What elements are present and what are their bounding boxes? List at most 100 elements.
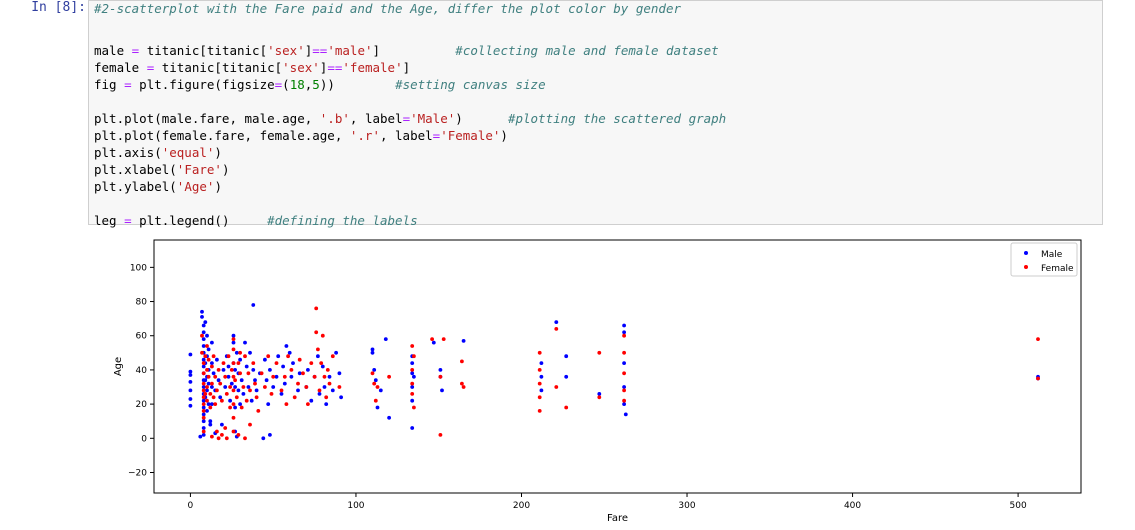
male-point (248, 350, 252, 355)
y-axis-label: Age (113, 357, 124, 376)
code-token: 'sex' (282, 60, 320, 75)
code-token: = (124, 77, 132, 92)
female-point (201, 415, 206, 420)
code-token: = (402, 111, 411, 126)
male-point (317, 392, 322, 396)
female-point (622, 388, 626, 393)
female-point (203, 392, 208, 396)
female-point (301, 371, 305, 376)
legend-male-label: Male (1041, 250, 1063, 260)
legend-female-label: Female (1041, 264, 1074, 274)
female-point (201, 395, 206, 400)
male-point (253, 378, 257, 383)
plot-axes-frame (153, 239, 1082, 494)
y-tick-label: 80 (136, 298, 148, 308)
male-point (203, 320, 208, 324)
male-point (218, 395, 223, 400)
female-point (201, 371, 206, 376)
male-point (564, 374, 569, 379)
female-point (211, 354, 216, 359)
female-point (210, 434, 214, 439)
code-token: 'Age' (176, 179, 215, 194)
female-point (253, 381, 257, 386)
male-point (201, 385, 206, 389)
male-point (233, 368, 238, 372)
female-point (330, 354, 335, 359)
male-point (264, 378, 269, 383)
female-point (201, 381, 206, 386)
female-point (597, 350, 602, 355)
code-token: , label (379, 128, 433, 143)
female-point (269, 392, 274, 396)
male-point (231, 340, 236, 345)
male-point (289, 374, 294, 379)
female-point (216, 368, 221, 372)
female-point (460, 381, 464, 386)
code-token: plt.figure(figsize (131, 77, 275, 92)
female-point (223, 426, 228, 430)
female-point (215, 388, 219, 393)
code-token: = (124, 213, 132, 228)
male-point (206, 381, 211, 386)
female-point (224, 392, 229, 396)
female-point (314, 306, 319, 311)
male-point (622, 361, 626, 365)
female-point (231, 337, 236, 341)
female-point (304, 385, 309, 389)
female-point (254, 395, 259, 400)
y-tick-label: 100 (130, 263, 147, 273)
male-point (276, 354, 281, 359)
code-token: ) (221, 162, 230, 177)
female-point (1036, 337, 1040, 341)
legend-male-marker (1024, 251, 1028, 255)
male-point (281, 364, 285, 369)
code-token: #2-scatterplot with the Fare paid and th… (94, 1, 681, 16)
female-point (564, 405, 569, 410)
legend-female-marker (1024, 265, 1028, 269)
female-point (537, 368, 542, 372)
male-point (622, 385, 626, 389)
male-point (201, 405, 206, 410)
code-line: plt.plot(male.fare, male.age, '.b', labe… (94, 110, 726, 127)
x-axis-label: Fare (607, 513, 628, 524)
male-point (251, 303, 256, 307)
code-token: = (432, 128, 441, 143)
female-point (206, 374, 211, 379)
code-cell[interactable]: #2-scatterplot with the Fare paid and th… (88, 0, 1103, 228)
male-point (337, 371, 342, 376)
male-point (241, 392, 246, 396)
code-token: 'female' (342, 60, 403, 75)
male-point (205, 409, 209, 413)
female-point (554, 385, 559, 389)
female-point (441, 337, 446, 341)
female-point (320, 333, 325, 338)
female-point (234, 395, 239, 400)
male-point (461, 339, 466, 343)
code-token: 18 (289, 77, 305, 92)
code-token: leg (94, 213, 125, 228)
male-point (554, 320, 559, 324)
male-point (200, 309, 204, 314)
male-point (539, 374, 544, 379)
female-point (231, 388, 236, 393)
female-point (205, 368, 209, 372)
male-point (309, 398, 314, 403)
female-point (410, 368, 415, 372)
y-tick-label: 40 (136, 366, 148, 376)
female-point (239, 405, 244, 410)
code-token: female (94, 60, 147, 75)
female-point (205, 385, 209, 389)
female-point (236, 361, 241, 365)
female-point (322, 374, 327, 379)
code-token: = (146, 60, 155, 75)
male-point (622, 330, 626, 335)
code-token: '.b' (319, 111, 350, 126)
code-token: fig (94, 77, 125, 92)
female-point (226, 354, 231, 359)
male-point (410, 371, 415, 376)
code-token: ] (402, 60, 411, 75)
female-point (296, 381, 300, 386)
female-point (461, 385, 466, 389)
female-point (622, 398, 626, 403)
female-point (297, 357, 302, 362)
